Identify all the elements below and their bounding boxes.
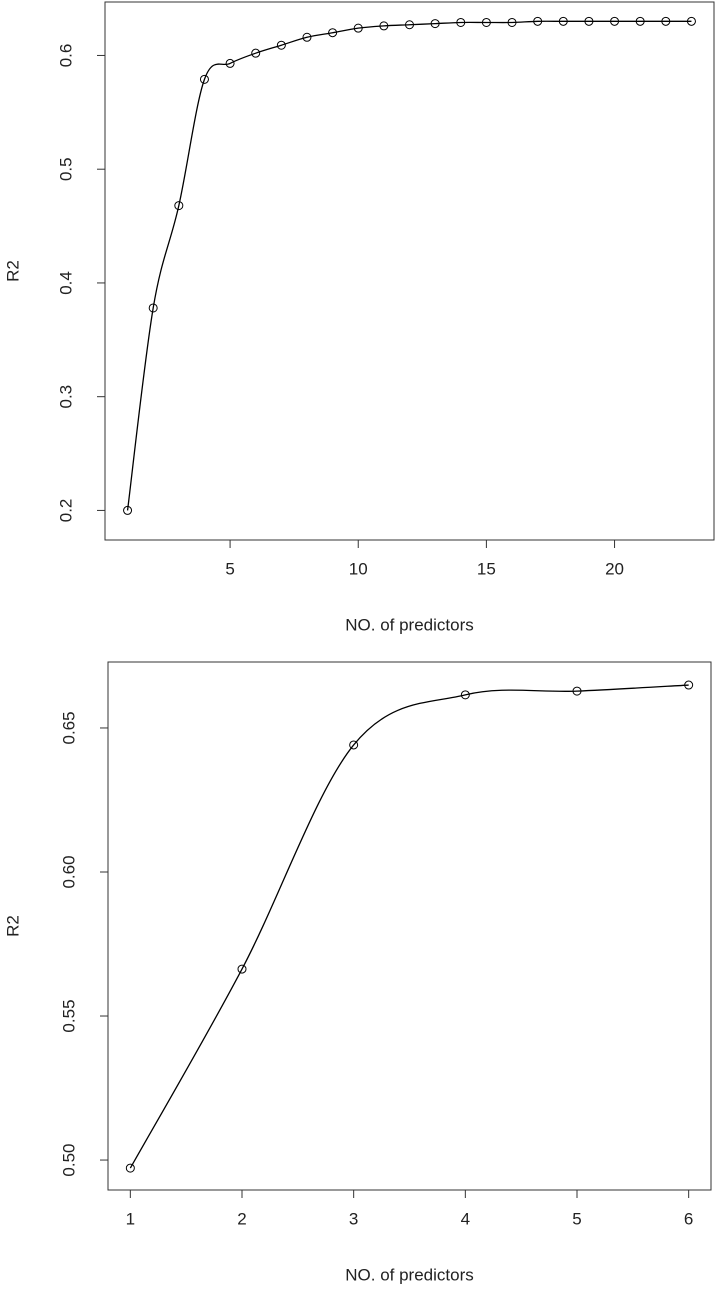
y-axis-title: R2 [3, 915, 22, 937]
y-tick-label: 0.55 [59, 999, 78, 1032]
point [507, 17, 517, 27]
y-tick-label: 0.3 [56, 385, 75, 409]
y-tick-label: 0.5 [56, 157, 75, 181]
x-tick-label: 20 [605, 559, 624, 578]
point [533, 16, 543, 26]
plot-box [107, 661, 712, 1191]
point [148, 303, 158, 313]
point [684, 680, 694, 690]
point [302, 32, 312, 42]
point [379, 21, 389, 31]
point [328, 28, 338, 38]
point [460, 690, 470, 700]
x-tick-label: 6 [684, 1209, 693, 1228]
line [129, 684, 689, 1169]
y-tick-label: 0.65 [59, 711, 78, 744]
point [125, 1163, 135, 1173]
point [584, 16, 594, 26]
x-tick-label: 5 [225, 559, 234, 578]
point [174, 201, 184, 211]
point [430, 19, 440, 29]
point [456, 17, 466, 27]
point [686, 16, 696, 26]
x-tick-label: 5 [572, 1209, 581, 1228]
y-axis-title: R2 [3, 260, 22, 282]
point [610, 16, 620, 26]
y-tick-label: 0.2 [56, 499, 75, 523]
point [635, 16, 645, 26]
point [558, 16, 568, 26]
point [405, 20, 414, 30]
y-tick-label: 0.4 [56, 271, 75, 295]
point [199, 74, 209, 84]
x-tick-label: 4 [461, 1209, 470, 1228]
x-tick-label: 2 [237, 1209, 246, 1228]
point [661, 16, 671, 26]
x-tick-label: 1 [126, 1209, 135, 1228]
point [481, 17, 491, 27]
point [276, 40, 286, 50]
x-axis-title: NO. of predictors [345, 1265, 474, 1284]
point [225, 58, 235, 68]
point [572, 686, 582, 696]
point [251, 48, 261, 58]
y-tick-label: 0.50 [59, 1143, 78, 1176]
point [349, 740, 359, 750]
x-tick-label: 15 [477, 559, 496, 578]
point [237, 964, 247, 974]
line [126, 20, 692, 511]
point [353, 23, 363, 33]
y-tick-label: 0.60 [59, 855, 78, 888]
point [123, 505, 133, 515]
plot-box [104, 1, 715, 541]
x-tick-label: 10 [349, 559, 368, 578]
y-tick-label: 0.6 [56, 44, 75, 68]
x-tick-label: 3 [349, 1209, 358, 1228]
x-axis-title: NO. of predictors [345, 615, 474, 634]
